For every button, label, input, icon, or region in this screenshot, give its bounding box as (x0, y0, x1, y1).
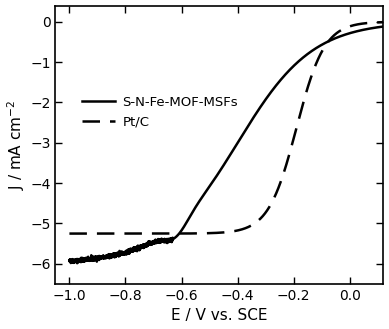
Pt/C (187, 232, 192, 236)
Line: Pt/C: Pt/C (69, 22, 384, 234)
S-N-Fe-MOF-MSFs (201, 193, 206, 197)
S-N-Fe-MOF-MSFs (375, 25, 380, 29)
S-N-Fe-MOF-MSFs (381, 25, 386, 29)
Y-axis label: J / mA cm$^{-2}$: J / mA cm$^{-2}$ (5, 100, 27, 190)
Pt/C (67, 232, 72, 236)
S-N-Fe-MOF-MSFs (75, 261, 79, 265)
Pt/C (341, 27, 346, 31)
Pt/C (375, 20, 380, 24)
Pt/C (381, 20, 386, 24)
Pt/C (103, 232, 108, 236)
Pt/C (201, 231, 206, 235)
X-axis label: E / V vs. SCE: E / V vs. SCE (171, 309, 268, 323)
S-N-Fe-MOF-MSFs (187, 215, 192, 218)
S-N-Fe-MOF-MSFs (67, 259, 72, 263)
S-N-Fe-MOF-MSFs (122, 250, 126, 254)
S-N-Fe-MOF-MSFs (103, 256, 108, 260)
Legend: S-N-Fe-MOF-MSFs, Pt/C: S-N-Fe-MOF-MSFs, Pt/C (82, 96, 238, 128)
Pt/C (121, 232, 126, 236)
S-N-Fe-MOF-MSFs (341, 33, 346, 37)
Line: S-N-Fe-MOF-MSFs: S-N-Fe-MOF-MSFs (69, 27, 384, 263)
